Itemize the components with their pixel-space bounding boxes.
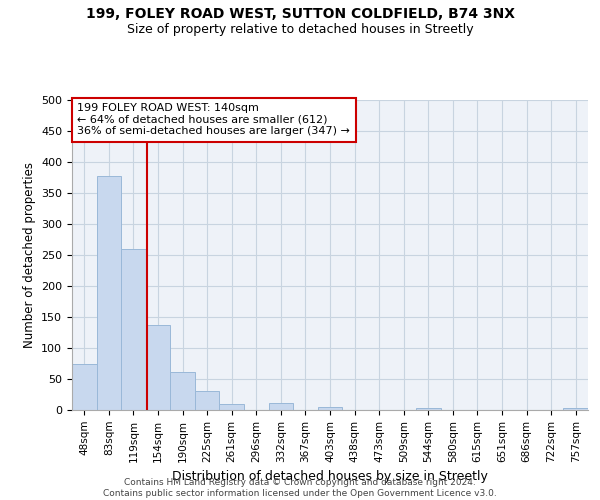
Bar <box>269 403 293 410</box>
Bar <box>195 392 220 410</box>
Bar <box>170 372 195 410</box>
Text: Size of property relative to detached houses in Streetly: Size of property relative to detached ho… <box>127 22 473 36</box>
Text: Contains HM Land Registry data © Crown copyright and database right 2024.
Contai: Contains HM Land Registry data © Crown c… <box>103 478 497 498</box>
Bar <box>121 249 146 410</box>
Bar <box>416 408 440 410</box>
Bar <box>563 408 588 410</box>
Bar <box>97 176 121 410</box>
Text: 199, FOLEY ROAD WEST, SUTTON COLDFIELD, B74 3NX: 199, FOLEY ROAD WEST, SUTTON COLDFIELD, … <box>86 8 515 22</box>
Bar <box>146 325 170 410</box>
Bar <box>318 407 342 410</box>
Y-axis label: Number of detached properties: Number of detached properties <box>23 162 35 348</box>
Bar <box>220 404 244 410</box>
X-axis label: Distribution of detached houses by size in Streetly: Distribution of detached houses by size … <box>172 470 488 483</box>
Bar <box>72 364 97 410</box>
Text: 199 FOLEY ROAD WEST: 140sqm
← 64% of detached houses are smaller (612)
36% of se: 199 FOLEY ROAD WEST: 140sqm ← 64% of det… <box>77 103 350 136</box>
